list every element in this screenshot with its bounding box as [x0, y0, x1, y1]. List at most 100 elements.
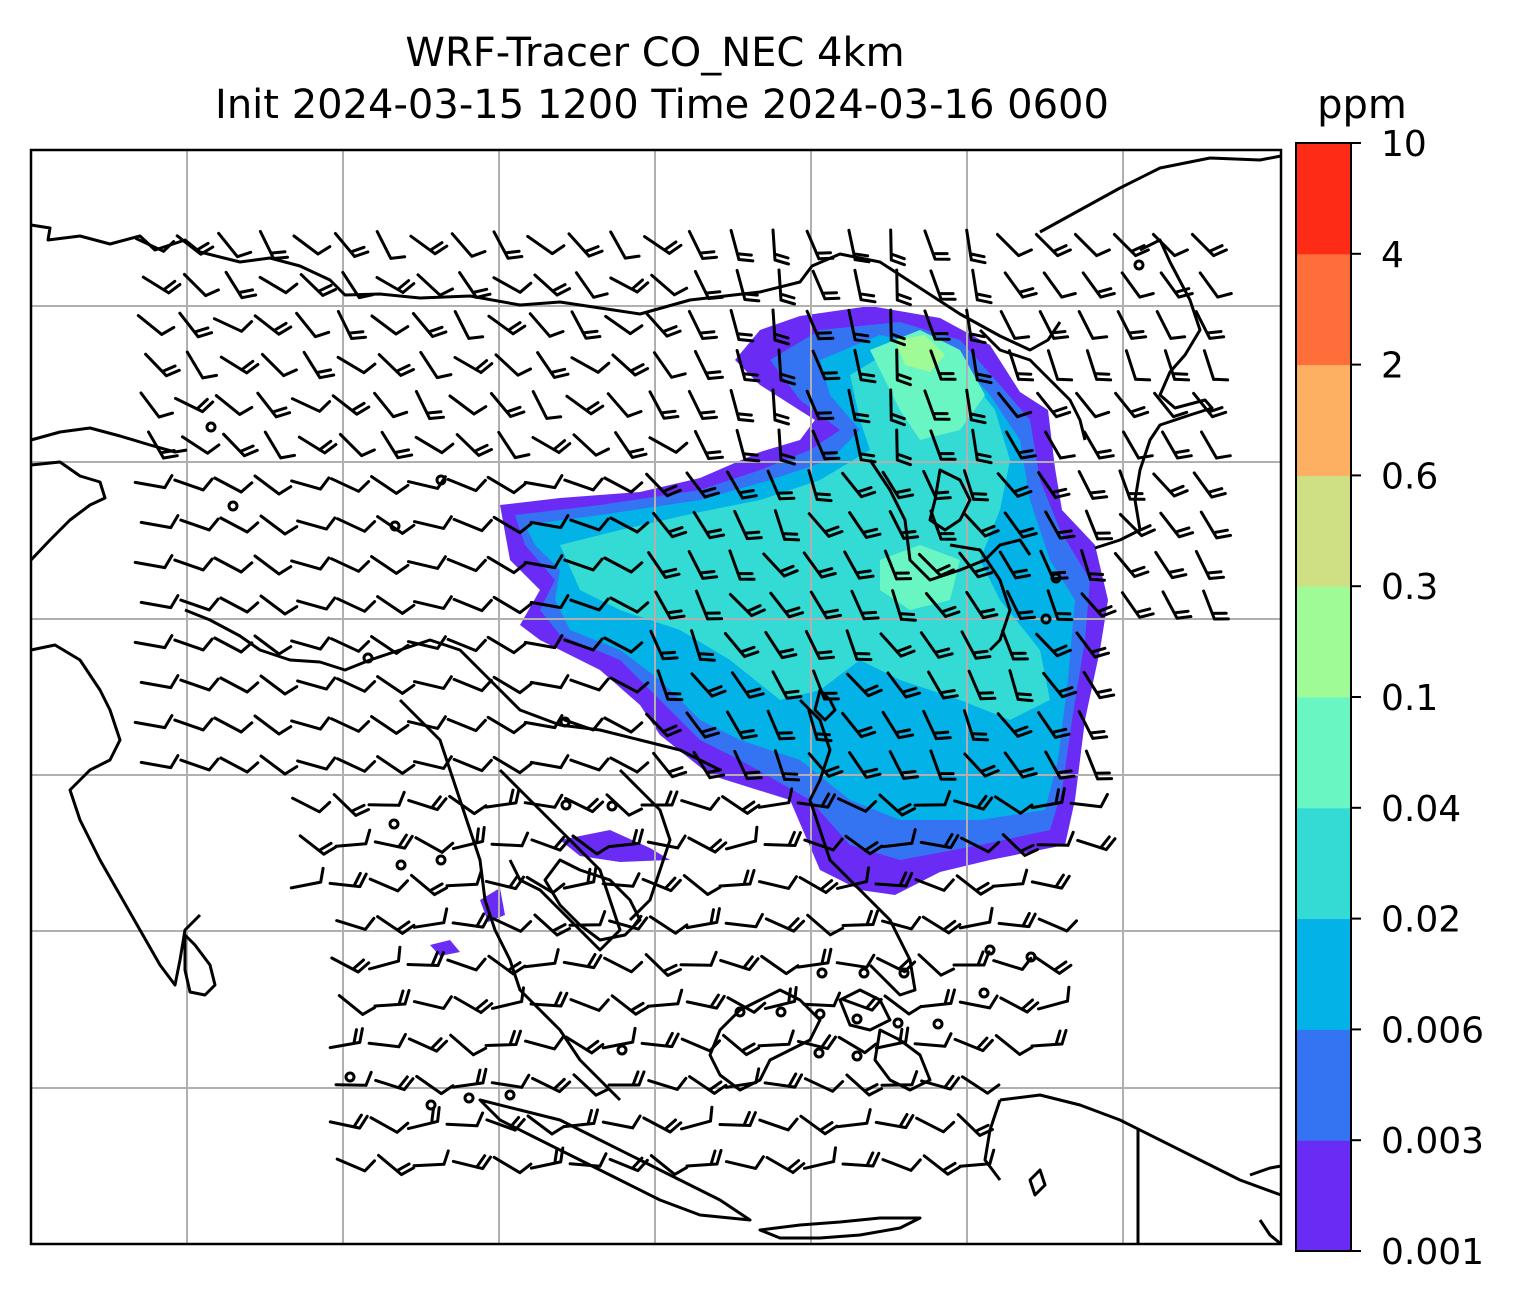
- wind-barb: [564, 796, 605, 814]
- wind-barb: [449, 1033, 488, 1057]
- wind-barb: [562, 866, 598, 890]
- wind-barb: [679, 950, 718, 967]
- wind-barb: [290, 476, 331, 491]
- wind-barb: [771, 308, 790, 346]
- wind-barb: [376, 595, 416, 615]
- wind-barb: [214, 394, 254, 416]
- wind-barb: [328, 871, 368, 889]
- wind-barb: [336, 310, 367, 340]
- wind-barb: [453, 356, 494, 374]
- wind-barb: [450, 232, 487, 258]
- wind-barb: [295, 311, 331, 339]
- wind-barb: [458, 271, 492, 299]
- wind-barb: [1007, 349, 1035, 382]
- wind-barb: [812, 669, 840, 701]
- wind-barb: [881, 1158, 922, 1172]
- wind-barb: [298, 834, 338, 856]
- wind-barb: [1034, 232, 1072, 258]
- wind-barb: [484, 874, 525, 891]
- wind-barb: [889, 308, 906, 347]
- wind-barb: [492, 595, 533, 615]
- wind-barb: [608, 914, 649, 931]
- wind-barb: [370, 715, 410, 735]
- wind-barb: [217, 231, 253, 259]
- wind-barb: [525, 875, 566, 895]
- wind-barb: [406, 635, 447, 650]
- wind-barb: [219, 355, 260, 375]
- wind-barb: [805, 229, 835, 261]
- wind-barb: [853, 348, 877, 384]
- calm-wind-markers: [205, 259, 1145, 1111]
- wind-barb: [640, 1031, 680, 1049]
- wind-barb: [805, 309, 835, 341]
- wind-barb: [1084, 509, 1114, 541]
- wind-barb: [879, 632, 916, 658]
- wind-barb: [693, 270, 724, 300]
- wind-barb: [648, 390, 680, 420]
- wind-barb: [917, 552, 955, 578]
- wind-barb: [494, 353, 532, 377]
- wind-barb: [406, 1106, 441, 1131]
- wind-barb: [490, 986, 525, 1010]
- wind-barb: [807, 469, 833, 503]
- wind-barb: [1118, 469, 1146, 501]
- wind-barb: [953, 1036, 994, 1053]
- wind-barb: [843, 550, 875, 580]
- wind-barb: [730, 671, 765, 699]
- wind-barb: [962, 469, 990, 502]
- wind-barb: [368, 877, 409, 893]
- wind-barb: [763, 830, 802, 847]
- wind-barb: [680, 1105, 714, 1131]
- wind-barb: [1005, 590, 1036, 620]
- wind-barb: [848, 511, 882, 539]
- wind-barb: [334, 828, 372, 848]
- wind-barb: [844, 834, 884, 856]
- wind-barb: [641, 876, 682, 893]
- wind-barb: [609, 516, 650, 534]
- wind-barb: [729, 389, 755, 423]
- wind-barb: [263, 430, 296, 460]
- wind-barb: [1161, 430, 1193, 460]
- wind-barb: [219, 756, 260, 774]
- wind-barb: [802, 1146, 837, 1170]
- wind-barb: [1036, 830, 1075, 847]
- wind-barb: [491, 917, 533, 933]
- wind-barb: [758, 1117, 799, 1132]
- wind-barb: [414, 435, 455, 455]
- wind-barb: [523, 948, 560, 969]
- wind-barb: [807, 512, 844, 538]
- wind-barb: [375, 230, 407, 260]
- wind-barb: [965, 590, 999, 620]
- wind-barb: [687, 390, 718, 420]
- wind-barb: [175, 234, 215, 256]
- wind-barb: [412, 995, 453, 1010]
- colorbar-ticks: 0.001 0.003 0.006 0.02 0.04 0.1 0.3 0.6 2 4 10: [1351, 124, 1484, 1273]
- wind-barb: [259, 674, 299, 696]
- wind-barb: [958, 906, 994, 930]
- wind-barb: [337, 994, 377, 1016]
- wind-barb: [529, 1146, 565, 1170]
- wind-barb: [607, 1070, 646, 1087]
- wind-barb: [891, 589, 917, 622]
- wind-barb: [777, 348, 796, 386]
- wind-barb: [888, 750, 920, 780]
- wind-barb: [735, 269, 761, 303]
- wind-barb: [609, 276, 650, 294]
- wind-barb: [845, 1073, 884, 1097]
- wind-barb: [213, 636, 254, 654]
- wind-barb: [606, 392, 643, 418]
- wind-barb: [923, 309, 951, 341]
- wind-barb: [222, 432, 259, 458]
- wind-barb: [920, 1074, 961, 1091]
- wind-barb: [690, 672, 727, 698]
- wind-barb: [258, 275, 299, 295]
- wind-barb: [1159, 511, 1195, 539]
- wind-barb: [179, 677, 220, 692]
- wind-barb: [685, 993, 726, 1010]
- wind-barb: [766, 709, 796, 741]
- wind-barb: [224, 270, 258, 300]
- wind-barb: [847, 388, 871, 424]
- wind-barb: [133, 714, 174, 730]
- wind-barb: [455, 433, 493, 457]
- chart-title-line1: WRF-Tracer CO_NEC 4km: [405, 30, 904, 76]
